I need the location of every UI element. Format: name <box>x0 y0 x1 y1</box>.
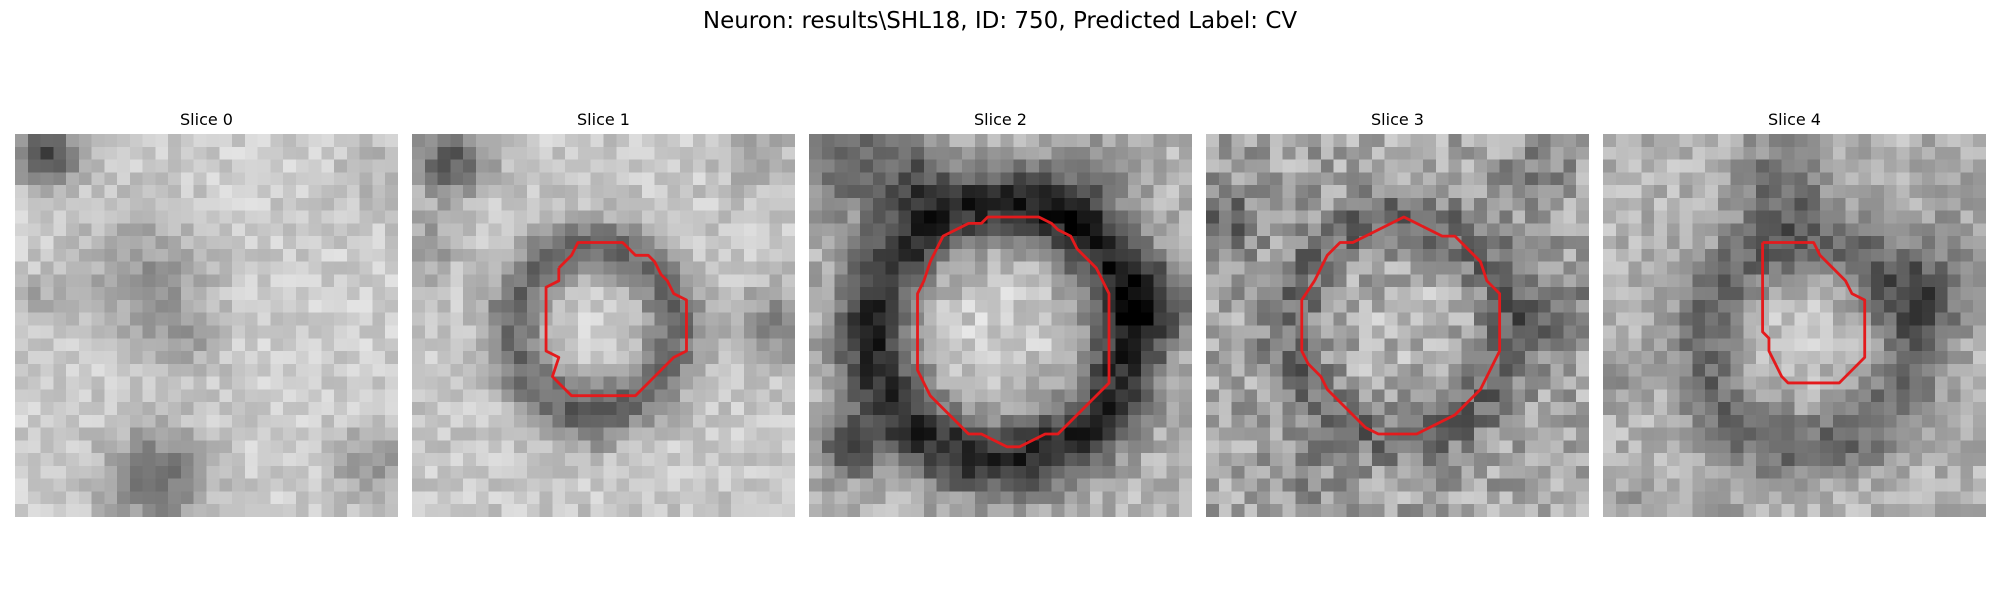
slice-4-title: Slice 4 <box>1768 110 1821 129</box>
figure-title: Neuron: results\SHL18, ID: 750, Predicte… <box>702 8 1298 34</box>
slice-panel-2: Slice 2 <box>809 110 1192 517</box>
slice-panel-3: Slice 3 <box>1206 110 1589 517</box>
slice-2-title: Slice 2 <box>974 110 1027 129</box>
slice-panel-1: Slice 1 <box>412 110 795 517</box>
slice-3-contour <box>1300 215 1502 436</box>
slice-panel-0: Slice 0 <box>15 110 398 517</box>
slice-3-title: Slice 3 <box>1371 110 1424 129</box>
slice-1-image <box>412 134 795 517</box>
slice-0-title: Slice 0 <box>180 110 233 129</box>
slice-4-contour <box>1761 241 1867 385</box>
slice-panel-4: Slice 4 <box>1603 110 1986 517</box>
slice-2-image <box>809 134 1192 517</box>
slice-1-title: Slice 1 <box>577 110 630 129</box>
slice-4-image <box>1603 134 1986 517</box>
slice-3-image <box>1206 134 1589 517</box>
slice-2-contour <box>916 215 1111 449</box>
slice-0-image <box>15 134 398 517</box>
slice-1-contour <box>544 241 688 398</box>
